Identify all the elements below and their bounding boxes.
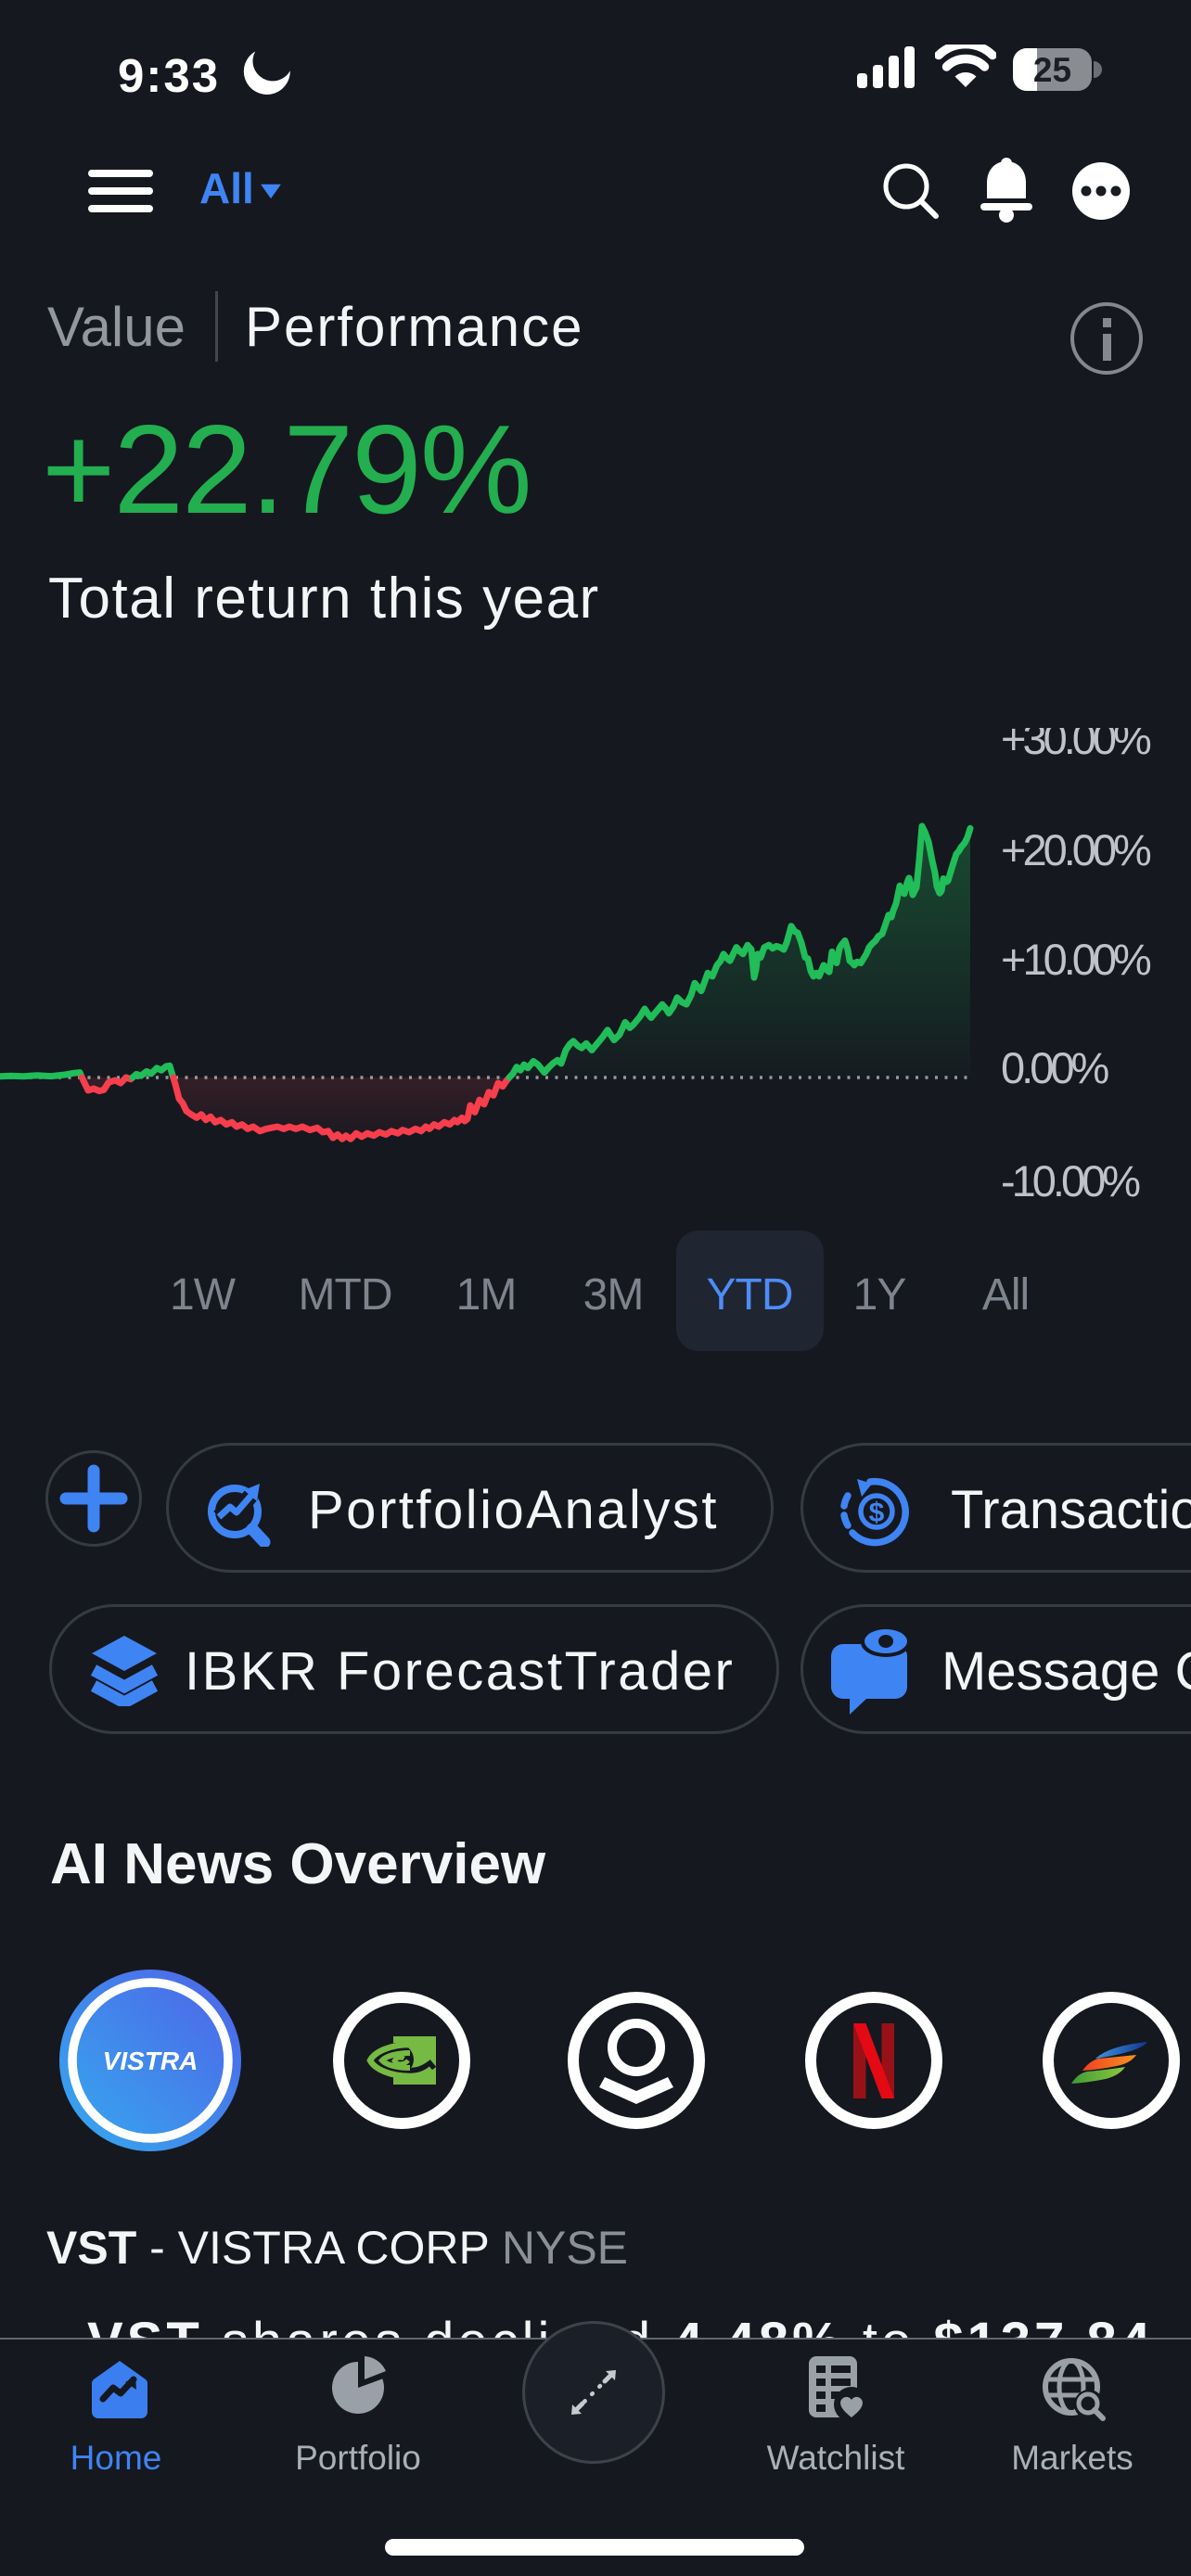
svg-text:VISTRA: VISTRA bbox=[103, 2047, 198, 2075]
svg-text:$: $ bbox=[869, 1498, 885, 1528]
